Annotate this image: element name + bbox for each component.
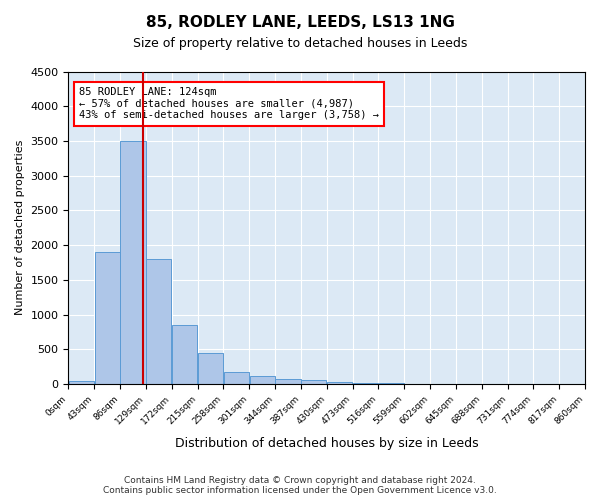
Bar xyxy=(327,382,352,384)
Y-axis label: Number of detached properties: Number of detached properties xyxy=(15,140,25,316)
Bar xyxy=(275,378,301,384)
Text: 85 RODLEY LANE: 124sqm
← 57% of detached houses are smaller (4,987)
43% of semi-: 85 RODLEY LANE: 124sqm ← 57% of detached… xyxy=(79,87,379,120)
Bar xyxy=(353,382,378,384)
Bar xyxy=(146,259,172,384)
Bar xyxy=(95,252,120,384)
Bar xyxy=(198,353,223,384)
Text: 85, RODLEY LANE, LEEDS, LS13 1NG: 85, RODLEY LANE, LEEDS, LS13 1NG xyxy=(146,15,454,30)
Bar xyxy=(172,325,197,384)
Text: Contains HM Land Registry data © Crown copyright and database right 2024.
Contai: Contains HM Land Registry data © Crown c… xyxy=(103,476,497,495)
Bar xyxy=(301,380,326,384)
Bar xyxy=(250,376,275,384)
Bar xyxy=(121,141,146,384)
Bar xyxy=(69,380,94,384)
Bar xyxy=(224,372,249,384)
Text: Size of property relative to detached houses in Leeds: Size of property relative to detached ho… xyxy=(133,38,467,51)
X-axis label: Distribution of detached houses by size in Leeds: Distribution of detached houses by size … xyxy=(175,437,479,450)
